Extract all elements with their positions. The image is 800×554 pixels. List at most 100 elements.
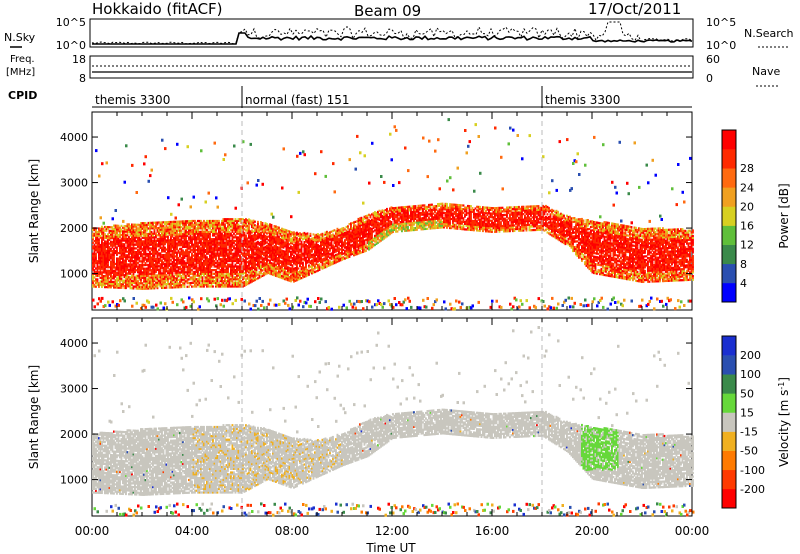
power-cell — [221, 219, 223, 223]
power-cell — [237, 225, 240, 228]
power-cell — [174, 240, 177, 243]
power-cell — [260, 266, 262, 269]
power-cell — [144, 225, 147, 228]
power-cell — [186, 262, 189, 265]
power-cell — [267, 270, 270, 273]
power-cell — [252, 221, 255, 224]
power-cell — [114, 244, 117, 247]
power-cell — [239, 239, 241, 243]
power-cell — [215, 238, 217, 241]
power-cell — [285, 260, 288, 263]
power-cell — [110, 231, 112, 234]
power-cell — [300, 266, 303, 269]
power-cell — [116, 268, 118, 271]
power-cell — [234, 280, 237, 283]
power-cell — [104, 245, 106, 249]
power-cell — [210, 269, 213, 272]
power-cell — [231, 274, 234, 277]
power-cell — [342, 241, 345, 244]
power-cell — [275, 254, 277, 257]
power-cell — [141, 260, 144, 263]
power-cell — [141, 236, 144, 239]
power-cell — [300, 255, 303, 258]
power-cell — [204, 229, 207, 232]
power-cell — [333, 262, 336, 265]
power-clutter — [141, 303, 144, 307]
power-cell — [134, 234, 136, 237]
power-cell — [99, 271, 102, 274]
power-cell — [173, 259, 175, 262]
power-cell — [224, 241, 226, 244]
power-cell — [162, 226, 165, 229]
power-cell — [348, 235, 351, 238]
power-cell — [221, 280, 223, 283]
power-cell — [153, 230, 156, 233]
power-cell — [191, 229, 193, 232]
power-cell — [263, 266, 265, 269]
power-cell — [149, 240, 151, 243]
power-cell — [119, 277, 121, 280]
power-cell — [125, 234, 127, 237]
power-cell — [200, 259, 202, 263]
power-cell — [188, 282, 190, 285]
power-cell — [246, 219, 249, 222]
power-cell — [182, 262, 184, 265]
power-cell — [219, 252, 222, 255]
power-cell — [222, 285, 225, 288]
power-cell — [209, 234, 211, 237]
power-cell — [327, 262, 330, 266]
power-cell — [123, 237, 126, 240]
power-cell — [110, 286, 112, 289]
power-cell — [105, 266, 108, 269]
power-cell — [122, 244, 124, 248]
power-cell — [222, 280, 225, 283]
power-cell — [351, 229, 354, 232]
power-cell — [231, 238, 234, 241]
power-cell — [192, 274, 195, 277]
power-cell — [150, 241, 153, 245]
power-cell — [236, 259, 238, 263]
power-cell — [285, 249, 288, 252]
power-cell — [138, 223, 141, 227]
power-cell — [149, 229, 151, 232]
power-cell — [108, 231, 111, 234]
power-cell — [237, 223, 240, 226]
power-cell — [137, 280, 139, 283]
power-cell — [180, 262, 183, 265]
power-scatter — [224, 153, 227, 157]
power-cell — [338, 254, 340, 257]
power-cell — [282, 273, 285, 277]
power-cell — [347, 227, 349, 230]
power-cell — [309, 245, 312, 248]
power-cell — [215, 270, 217, 274]
power-cell — [195, 249, 198, 252]
power-cell — [131, 254, 133, 257]
power-cell — [248, 243, 250, 247]
power-cell — [138, 229, 141, 232]
power-cell — [224, 225, 226, 228]
power-cell — [137, 271, 139, 274]
power-cell — [234, 234, 237, 237]
power-cell — [105, 226, 108, 229]
power-cell — [176, 257, 178, 260]
power-cell — [342, 234, 345, 237]
power-cell — [230, 259, 232, 263]
power-cell — [194, 252, 196, 255]
power-cell — [257, 235, 259, 238]
power-cell — [171, 222, 174, 225]
power-cell — [170, 271, 172, 275]
power-cell — [275, 269, 277, 272]
power-cell — [197, 259, 199, 263]
power-cell — [215, 281, 217, 285]
power-cell — [281, 275, 283, 278]
power-cell — [164, 230, 166, 233]
power-cell — [266, 263, 268, 266]
power-cell — [132, 229, 135, 232]
power-cell — [176, 262, 178, 265]
power-cell — [129, 252, 132, 255]
power-scatter — [167, 196, 170, 200]
power-cell — [92, 241, 94, 244]
power-cell — [213, 227, 216, 230]
power-cell — [234, 281, 237, 285]
power-scatter — [135, 191, 138, 194]
